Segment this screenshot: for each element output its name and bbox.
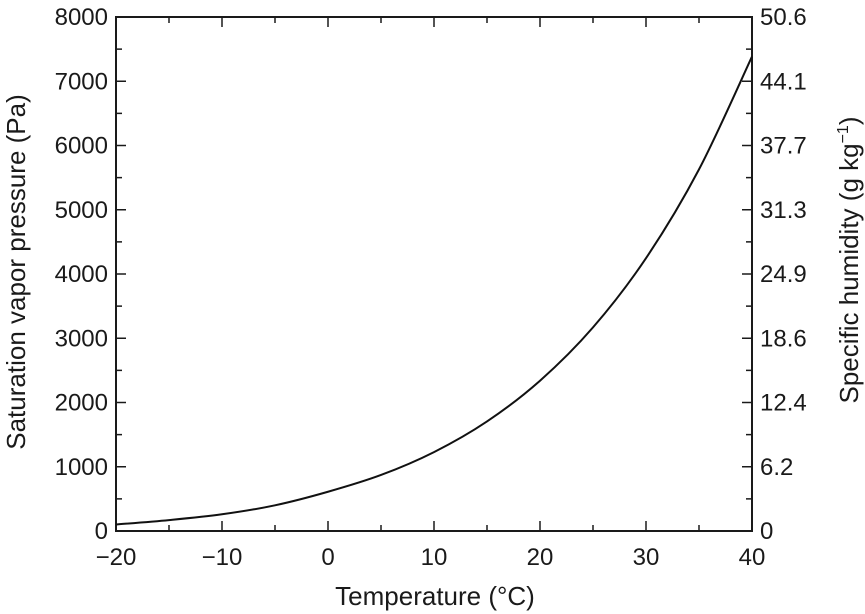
x-tick-label: −10 [202,544,243,571]
plot-frame [115,16,753,532]
series-group [115,56,753,526]
y2-tick-label: 12.4 [760,390,807,417]
y2-tick-label: 18.6 [760,325,807,352]
y-tick-label: 6000 [55,133,108,160]
x-tick-label: 20 [527,544,554,571]
x-tick-label: 10 [421,544,448,571]
secondary-y-axis-title-suffix: ) [834,116,864,125]
y-tick-label: 7000 [55,68,108,95]
y-tick-label: 2000 [55,390,108,417]
y-axis-ticks: 0 1000 2000 3000 4000 5000 6000 7000 8000 [55,4,126,545]
y2-tick-label: 0 [760,518,773,545]
y-tick-label: 5000 [55,197,108,224]
y-tick-label: 4000 [55,261,108,288]
y2-tick-label: 31.3 [760,197,807,224]
x-tick-label: 0 [321,544,334,571]
secondary-y-axis-title-prefix: Specific humidity (g kg [834,143,864,403]
y2-tick-label: 50.6 [760,4,807,31]
x-axis-title: Temperature (°C) [335,581,535,611]
plot-border [115,16,753,532]
y2-tick-label: 37.7 [760,133,807,160]
secondary-y-axis-title-superscript: −1 [835,125,852,143]
y2-tick-label: 44.1 [760,68,807,95]
y-tick-label: 1000 [55,454,108,481]
series-line [115,56,753,526]
y-axis-title: Saturation vapor pressure (Pa) [1,94,31,450]
y-tick-label: 3000 [55,325,108,352]
secondary-y-axis-title: Specific humidity (g kg−1) [834,116,864,403]
y-tick-label: 8000 [55,4,108,31]
secondary-y-axis-ticks: 0 6.2 12.4 18.6 24.9 31.3 37.7 44.1 50.6 [742,4,807,545]
x-axis-ticks: −20 −10 0 10 20 30 40 [96,17,766,571]
y2-tick-label: 6.2 [760,454,793,481]
x-tick-label: 30 [633,544,660,571]
y-tick-label: 0 [95,518,108,545]
y2-tick-label: 24.9 [760,261,807,288]
x-tick-label: −20 [96,544,137,571]
x-tick-label: 40 [739,544,766,571]
